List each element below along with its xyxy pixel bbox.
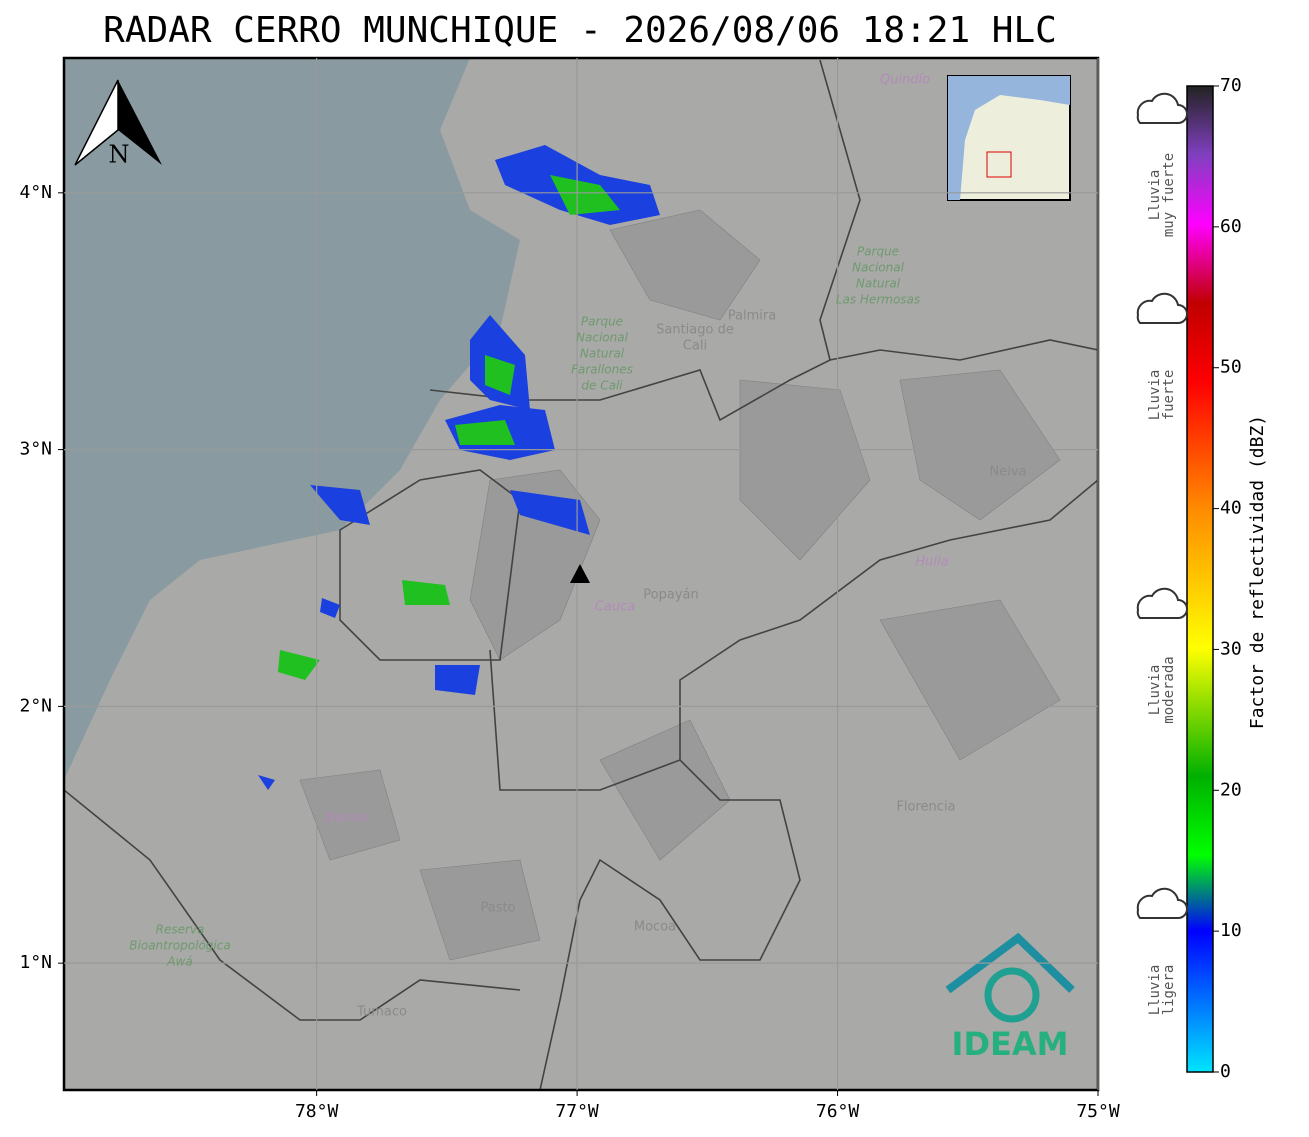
place-label: Pasto — [480, 901, 515, 916]
place-label: Awá — [166, 955, 192, 969]
logo-swirl — [984, 967, 1040, 1023]
cloud-icon — [1136, 887, 1188, 919]
y-tick-label: 3°N — [19, 439, 52, 460]
place-label: Nacional — [852, 261, 905, 275]
colorbar-tick-label: 60 — [1220, 216, 1242, 237]
north-label: N — [109, 141, 130, 169]
colorbar-tick-label: 0 — [1220, 1061, 1231, 1082]
cloud-icon — [1136, 292, 1188, 324]
place-label: Las Hermosas — [836, 293, 920, 307]
y-tick-label: 2°N — [19, 695, 52, 716]
place-label: Parque — [581, 315, 623, 329]
place-label: Neiva — [990, 465, 1027, 480]
place-label: Popayán — [643, 588, 698, 603]
colorbar-tick-label: 40 — [1220, 498, 1242, 519]
inset-map — [947, 75, 1071, 201]
rain-category: Lluvia — [1147, 370, 1163, 421]
place-label: Bioantropológica — [129, 939, 230, 953]
colorbar-tick-label: 50 — [1220, 357, 1242, 378]
place-label: Santiago de — [656, 323, 734, 338]
logo-roof — [945, 932, 1075, 994]
colorbar-label: Factor de reflectividad (dBZ) — [1247, 415, 1268, 729]
title: RADAR CERRO MUNCHIQUE - 2026/08/06 18:21… — [103, 10, 1057, 51]
place-label: Tumaco — [356, 1005, 407, 1020]
place-label: de Cali — [581, 379, 623, 393]
north-arrow: N — [74, 79, 162, 169]
rain-category: moderada — [1161, 656, 1177, 723]
x-tick-label: 78°W — [295, 1101, 339, 1122]
place-label: Natural — [580, 347, 625, 361]
cloud-icon — [1136, 92, 1188, 124]
place-label: Cauca — [595, 600, 635, 615]
rain-category: Lluvia — [1147, 665, 1163, 716]
place-label: Mocoa — [634, 920, 676, 935]
x-tick-label: 76°W — [816, 1101, 860, 1122]
place-label: Huila — [915, 555, 948, 570]
rain-category: Lluvia — [1147, 170, 1163, 221]
colorbar-tick-label: 70 — [1220, 75, 1242, 96]
place-label: Cali — [683, 339, 707, 354]
y-tick-label: 4°N — [19, 182, 52, 203]
place-label: Parque — [857, 245, 899, 259]
map-body — [64, 58, 1098, 1090]
place-label: Florencia — [896, 800, 955, 815]
colorbar-tick-label: 30 — [1220, 638, 1242, 659]
colorbar-tick-label: 20 — [1220, 779, 1242, 800]
place-label: Palmira — [728, 309, 776, 324]
place-label: Quindío — [880, 73, 930, 88]
colorbar-tick-label: 10 — [1220, 920, 1242, 941]
rain-category: muy fuerte — [1161, 153, 1177, 237]
place-label: Natural — [856, 277, 901, 291]
x-tick-label: 77°W — [555, 1101, 599, 1122]
rain-category: fuerte — [1161, 370, 1177, 421]
colorbar — [1186, 85, 1214, 1073]
y-tick-label: 1°N — [19, 952, 52, 973]
rain-category: ligera — [1161, 965, 1177, 1016]
radar-site — [570, 564, 590, 583]
place-label: Reserva — [156, 923, 205, 937]
x-tick-label: 75°W — [1076, 1101, 1120, 1122]
cloud-icon — [1136, 587, 1188, 619]
logo: IDEAM — [952, 1025, 1069, 1063]
place-label: Farallones — [571, 363, 633, 377]
place-label: Nariño — [326, 811, 369, 826]
rain-category: Lluvia — [1147, 965, 1163, 1016]
place-label: Nacional — [576, 331, 629, 345]
